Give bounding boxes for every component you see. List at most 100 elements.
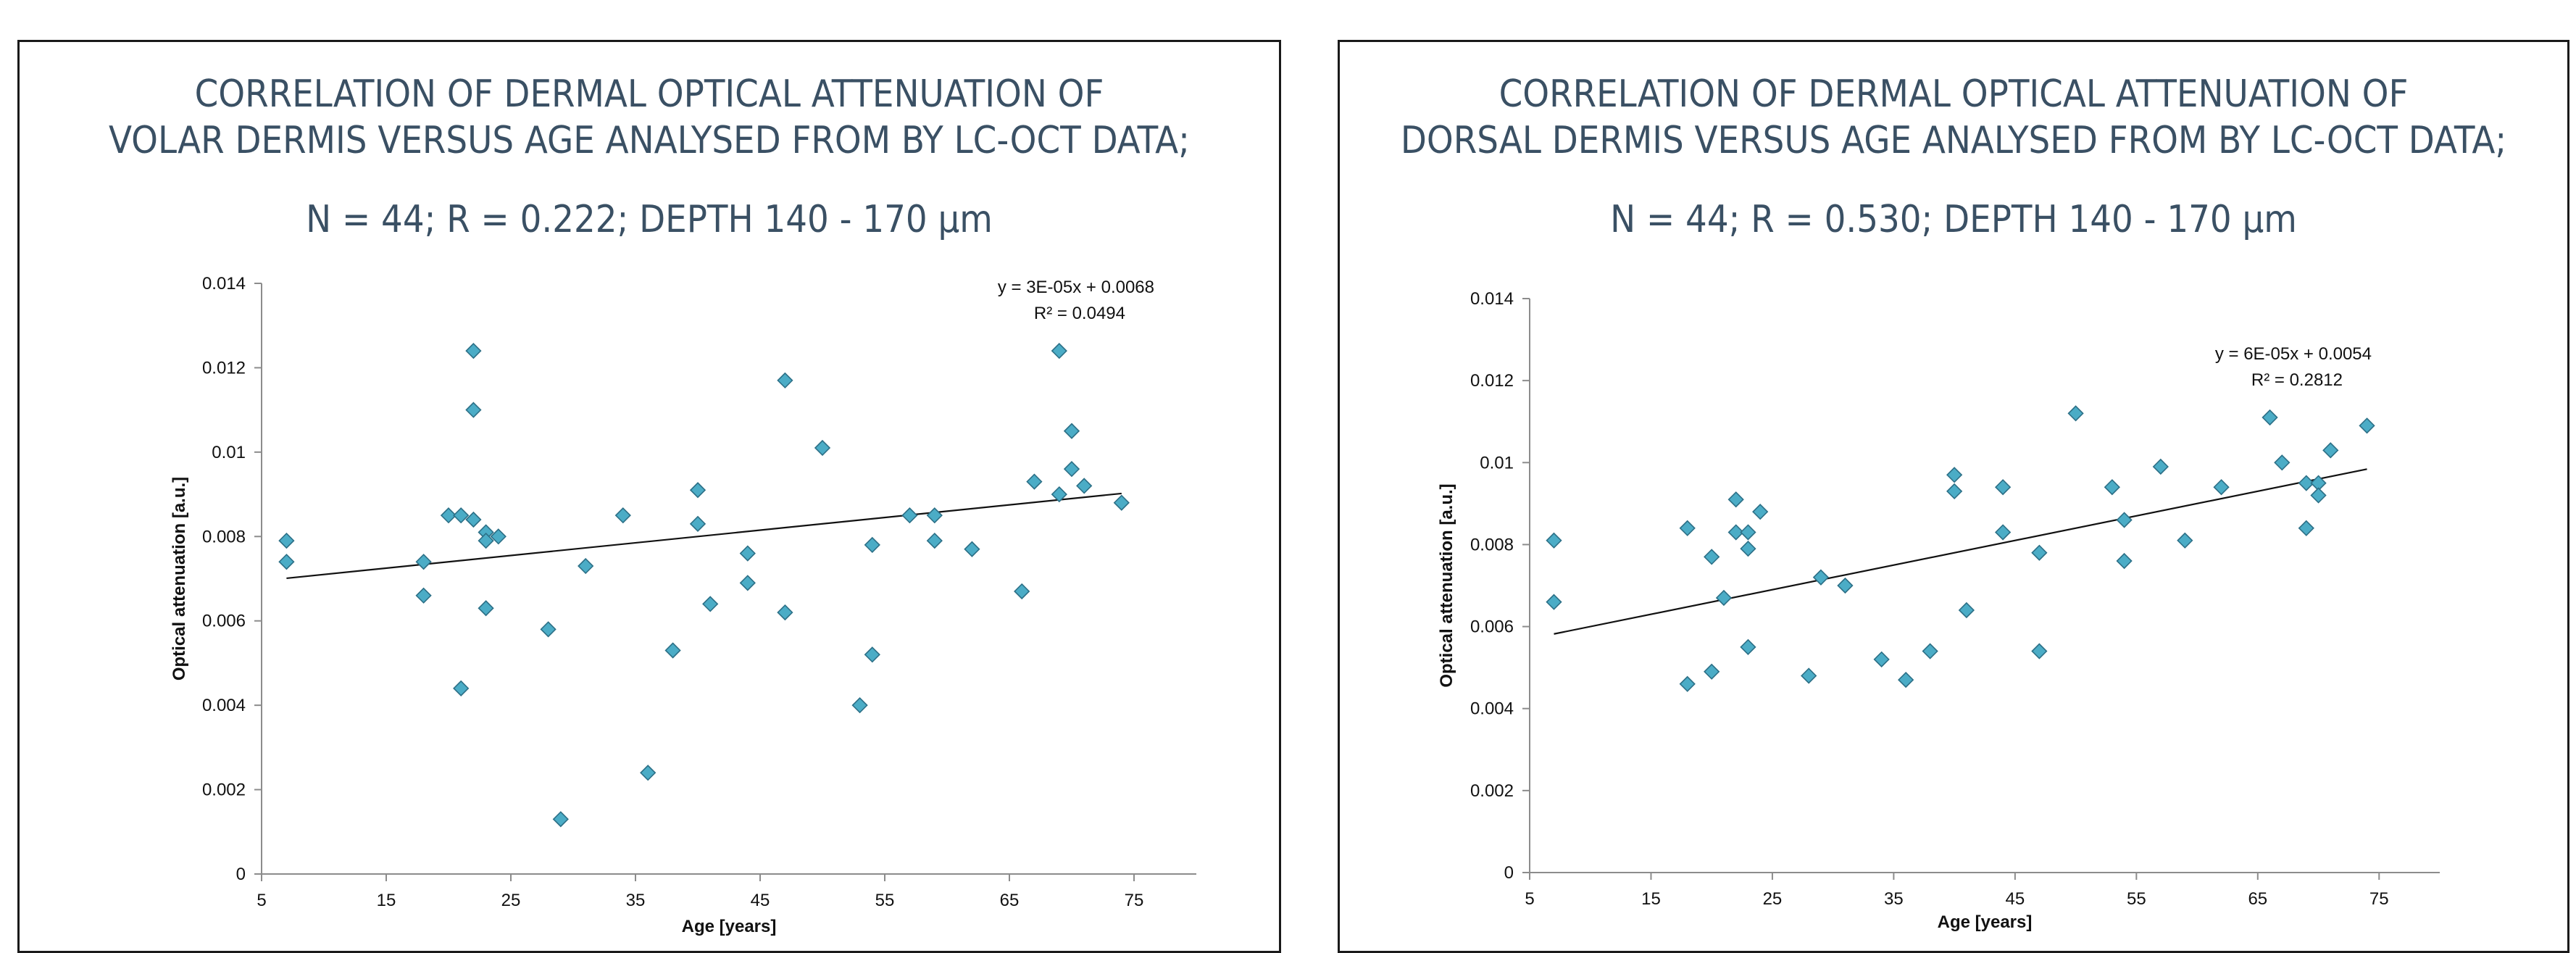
data-point (864, 536, 880, 554)
data-point (1898, 671, 1914, 688)
data-point (640, 765, 656, 781)
data-point (478, 532, 494, 549)
data-point (1051, 343, 1067, 359)
data-point (1063, 461, 1080, 478)
data-point (2152, 458, 2169, 475)
data-point (864, 646, 880, 663)
x-tick-label: 35 (626, 891, 646, 910)
data-point (1994, 479, 2012, 496)
x-tick-label: 15 (1641, 889, 1661, 909)
data-point (540, 621, 557, 638)
data-point (777, 372, 793, 389)
y-tick-label: 0.002 (1470, 781, 1514, 801)
chart-title-line-2: VOLAR DERMIS VERSUS AGE ANALYSED FROM BY… (109, 119, 1190, 162)
data-point (1715, 589, 1733, 607)
chart-title-line-1: CORRELATION OF DERMAL OPTICAL ATTENUATIO… (194, 72, 1104, 116)
trendline-equation: y = 6E-05x + 0.0054 (2215, 344, 2372, 364)
data-point (1546, 594, 1562, 610)
data-point (1812, 569, 1830, 586)
data-point (1946, 483, 1963, 500)
trendline-r-squared: R² = 0.2812 (2251, 370, 2343, 390)
data-point (851, 697, 868, 714)
data-point (465, 401, 482, 418)
data-point (278, 554, 295, 570)
data-point (739, 545, 756, 562)
data-point (2031, 643, 2048, 659)
x-tick-label: 45 (751, 891, 770, 910)
dorsal-scatter-plot: 0 0.002 0.004 0.006 0.008 0.01 0.012 0.014 5 15 25… (1437, 289, 2440, 932)
x-tick-label: 65 (2248, 889, 2267, 909)
data-point (1752, 504, 1769, 520)
data-point (1051, 486, 1067, 503)
y-tick-label: 0.012 (202, 358, 246, 378)
y-tick-label: 0.014 (1470, 289, 1514, 309)
data-point (901, 507, 918, 524)
y-tick-label: 0.01 (1480, 453, 1514, 473)
data-point (1801, 667, 1817, 684)
y-axis-title: Optical attenuation [a.u.] (170, 477, 189, 681)
data-point (1679, 675, 1696, 692)
data-point (614, 507, 631, 524)
data-point (478, 600, 494, 617)
chart-title-line-2: DORSAL DERMIS VERSUS AGE ANALYSED FROM B… (1400, 119, 2507, 162)
data-point (2310, 487, 2327, 504)
data-point (1958, 602, 1975, 619)
x-tick-label: 35 (1884, 889, 1904, 909)
chart-subtitle: N = 44; R = 0.222; DEPTH 140 - 170 µm (306, 198, 993, 241)
data-point (1704, 663, 1720, 680)
x-tick-label: 45 (2006, 889, 2025, 909)
data-point (1740, 524, 1756, 541)
trendline-equation: y = 3E-05x + 0.0068 (998, 278, 1154, 297)
data-point (689, 515, 706, 532)
data-point (440, 507, 457, 524)
y-tick-label: 0.014 (202, 274, 246, 294)
dorsal-chart-panel: CORRELATION OF DERMAL OPTICAL ATTENUATIO… (1338, 40, 2569, 953)
data-point (1704, 549, 1720, 565)
trendline (286, 492, 1122, 580)
data-point (2298, 475, 2314, 491)
y-tick-label: 0.008 (1470, 535, 1514, 554)
x-tick-label: 25 (1763, 889, 1783, 909)
x-tick-label: 25 (501, 891, 521, 910)
y-tick-label: 0.006 (1470, 617, 1514, 637)
x-tick-label: 75 (2369, 889, 2389, 909)
data-point (689, 482, 706, 499)
data-point (2274, 454, 2291, 471)
data-point (2067, 405, 2084, 422)
data-point (739, 575, 756, 591)
data-point (415, 554, 432, 570)
data-point (1014, 583, 1030, 600)
data-point (453, 507, 470, 524)
data-point (578, 557, 594, 575)
x-tick-label: 5 (257, 891, 266, 910)
data-point (1113, 494, 1130, 511)
data-point (1679, 520, 1696, 536)
data-point (465, 511, 482, 528)
y-tick-label: 0.006 (202, 612, 246, 631)
y-tick-label: 0.002 (202, 781, 246, 800)
x-tick-label: 75 (1125, 891, 1144, 910)
data-point (465, 343, 482, 359)
data-point (702, 596, 719, 612)
data-point (964, 541, 980, 557)
data-point (664, 642, 681, 659)
chart-title-line-1: CORRELATION OF DERMAL OPTICAL ATTENUATIO… (1499, 72, 2409, 116)
y-tick-label: 0 (236, 865, 246, 884)
data-point (278, 532, 295, 549)
data-point (2359, 417, 2375, 434)
chart-title: CORRELATION OF DERMAL OPTICAL ATTENUATIO… (1340, 71, 2567, 164)
data-point (777, 604, 793, 621)
data-point (1063, 423, 1080, 439)
data-point (2116, 552, 2133, 570)
x-tick-label: 15 (377, 891, 396, 910)
data-point (2322, 442, 2339, 459)
chart-subtitle: N = 44; R = 0.530; DEPTH 140 - 170 µm (1610, 198, 2297, 241)
y-tick-label: 0.012 (1470, 371, 1514, 391)
volar-scatter-plot: 0 0.002 0.004 0.006 0.008 0.01 0.012 0.014 5 15 25… (170, 274, 1196, 936)
data-point (1873, 651, 1890, 667)
data-point (1994, 524, 2012, 541)
data-point (415, 587, 432, 604)
data-point (1076, 478, 1093, 494)
data-point (2213, 479, 2230, 496)
x-tick-label: 55 (2127, 889, 2146, 909)
